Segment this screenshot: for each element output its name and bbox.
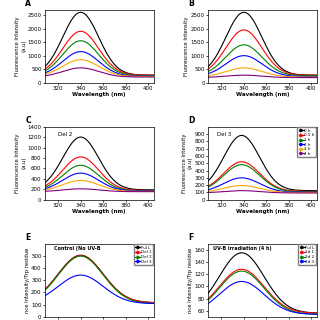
Legend: Ful L, Del 1, Del 2, Del 3: Ful L, Del 1, Del 2, Del 3 <box>134 244 153 265</box>
Y-axis label: nce Intensity/Trp residue: nce Intensity/Trp residue <box>188 248 193 313</box>
Text: B: B <box>188 0 194 8</box>
Text: UV-B irradiation (4 h): UV-B irradiation (4 h) <box>213 246 272 251</box>
Y-axis label: Fluorescence Intensity
(a.u): Fluorescence Intensity (a.u) <box>15 16 26 76</box>
Text: D: D <box>188 116 195 125</box>
Y-axis label: Fluorescence Intensity
(a.u): Fluorescence Intensity (a.u) <box>182 133 193 193</box>
Text: Del 2: Del 2 <box>58 132 72 138</box>
X-axis label: Wavelength (nm): Wavelength (nm) <box>72 209 126 214</box>
X-axis label: Wavelength (nm): Wavelength (nm) <box>236 92 289 97</box>
X-axis label: Wavelength (nm): Wavelength (nm) <box>236 209 289 214</box>
Y-axis label: Fluorescence Intensity: Fluorescence Intensity <box>184 16 189 76</box>
Text: F: F <box>188 233 194 242</box>
Y-axis label: Fluorescence Intensity
(a.u): Fluorescence Intensity (a.u) <box>15 133 26 193</box>
Text: E: E <box>25 233 30 242</box>
Y-axis label: nce Intensity/Trp residue: nce Intensity/Trp residue <box>25 248 30 313</box>
Legend: 0 h, 0.5 h, 1 h, 2 h, 3 h, 4 h: 0 h, 0.5 h, 1 h, 2 h, 3 h, 4 h <box>297 127 316 157</box>
Legend: Ful L, 3d 1, 3d 2, 3d 3: Ful L, 3d 1, 3d 2, 3d 3 <box>298 244 316 265</box>
Text: A: A <box>25 0 31 8</box>
Text: C: C <box>25 116 31 125</box>
Text: Del 3: Del 3 <box>217 132 231 138</box>
Text: Control (No UV-B: Control (No UV-B <box>53 246 100 251</box>
X-axis label: Wavelength (nm): Wavelength (nm) <box>72 92 126 97</box>
